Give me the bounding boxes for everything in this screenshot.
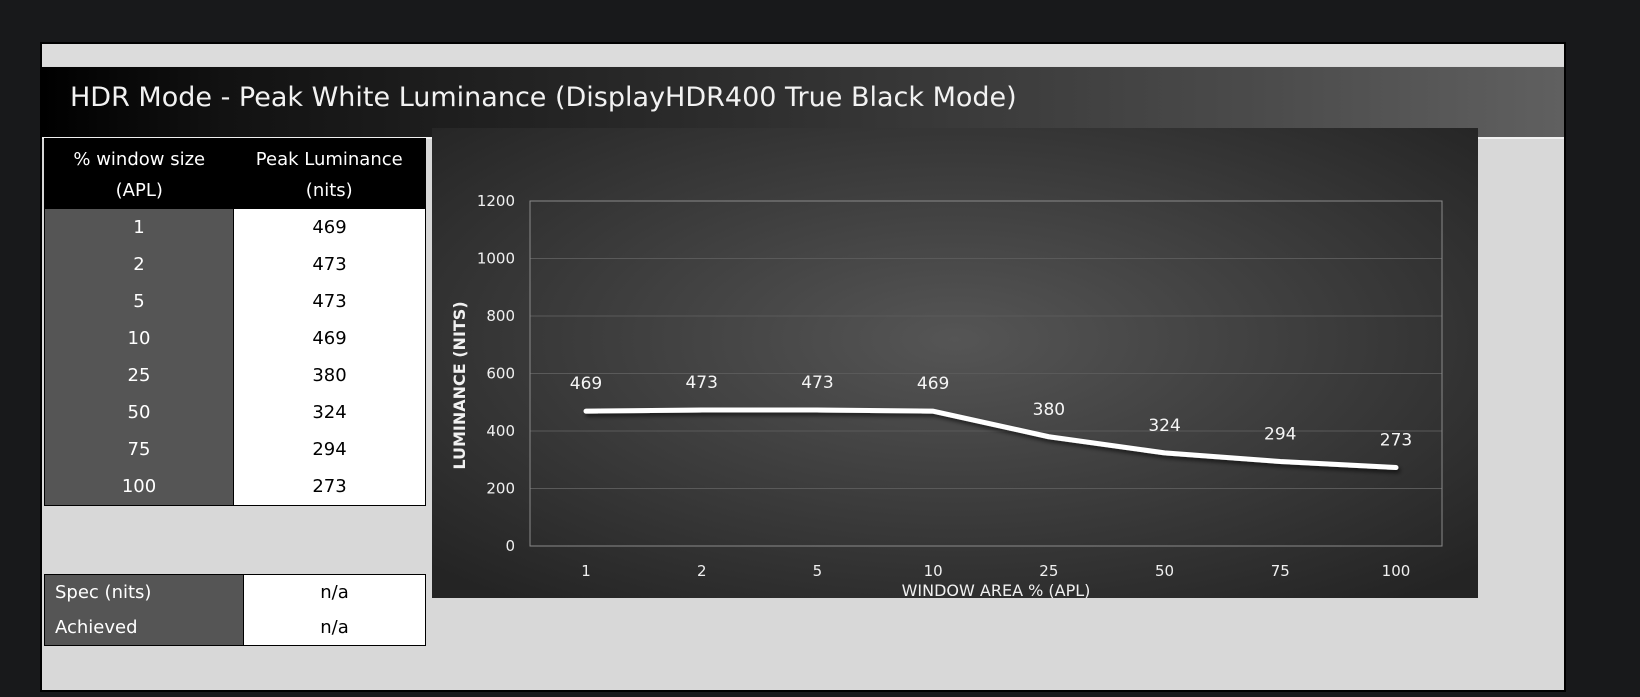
data-label: 473	[801, 373, 833, 393]
data-labels: 469 473 473 469 380 324 294 273	[570, 373, 1412, 451]
y-tick-label: 1200	[477, 192, 515, 210]
peak-luminance-cell: 294	[233, 431, 426, 468]
gridlines	[529, 200, 1443, 547]
data-label: 473	[685, 373, 717, 393]
data-label: 324	[1148, 416, 1180, 436]
x-axis-title: WINDOW AREA % (APL)	[902, 581, 1091, 598]
x-tick-label: 2	[697, 562, 707, 580]
y-tick-label: 600	[486, 365, 515, 383]
peak-luminance-cell: 380	[233, 357, 426, 394]
x-tick-label: 1	[581, 562, 591, 580]
window-size-header-line-2: (APL)	[115, 180, 163, 201]
x-tick-label: 5	[813, 562, 823, 580]
x-tick-label: 75	[1271, 562, 1290, 580]
window-size-cell: 100	[44, 468, 234, 506]
x-tick-label: 25	[1039, 562, 1058, 580]
y-tick-label: 0	[505, 537, 515, 555]
window-size-header-line-1: % window size	[73, 149, 206, 170]
peak-luminance-cell: 469	[233, 320, 426, 357]
x-tick-labels: 1 2 5 10 25 50 75 100	[581, 562, 1410, 580]
window-size-header: % window size (APL)	[44, 138, 234, 209]
table-header-row: % window size (APL) Peak Luminance (nits…	[44, 138, 426, 209]
table-body: 1 469 2 473 5 473 10 469 25 380 50 324 75 294 100 273	[44, 209, 426, 506]
y-axis-title: LUMINANCE (NITS)	[450, 301, 469, 469]
table-row: 50 324	[44, 394, 426, 431]
x-tick-label: 100	[1382, 562, 1411, 580]
peak-luminance-cell: 469	[233, 209, 426, 246]
table-row: 2 473	[44, 246, 426, 283]
peak-luminance-cell: 473	[233, 246, 426, 283]
y-tick-label: 800	[486, 307, 515, 325]
data-label: 380	[1033, 400, 1065, 420]
data-label: 469	[570, 374, 602, 394]
window-size-cell: 10	[44, 320, 234, 357]
achieved-label: Achieved	[44, 610, 244, 646]
x-tick-label: 50	[1155, 562, 1174, 580]
table-row: 75 294	[44, 431, 426, 468]
data-label: 273	[1380, 431, 1412, 451]
table-row: 1 469	[44, 209, 426, 246]
table-row: 5 473	[44, 283, 426, 320]
plot-frame	[529, 200, 1443, 547]
luminance-table: % window size (APL) Peak Luminance (nits…	[44, 138, 426, 506]
peak-luminance-header-line-2: (nits)	[305, 180, 353, 201]
window-size-cell: 50	[44, 394, 234, 431]
window-size-cell: 5	[44, 283, 234, 320]
achieved-row: Achieved n/a	[44, 610, 426, 646]
data-label: 469	[917, 374, 949, 394]
peak-luminance-cell: 473	[233, 283, 426, 320]
spec-table: Spec (nits) n/a Achieved n/a	[44, 574, 426, 646]
spec-row: Spec (nits) n/a	[44, 574, 426, 610]
y-tick-label: 1000	[477, 250, 515, 268]
panel-top-strip	[42, 44, 1564, 66]
window-size-cell: 75	[44, 431, 234, 468]
window-size-cell: 1	[44, 209, 234, 246]
chart-title: HDR Mode - Peak White Luminance (Display…	[70, 82, 1017, 113]
x-tick-label: 10	[924, 562, 943, 580]
achieved-value: n/a	[243, 610, 426, 646]
chart-background	[432, 128, 1478, 598]
series-line	[583, 407, 1399, 471]
table-row: 10 469	[44, 320, 426, 357]
y-tick-label: 200	[486, 480, 515, 498]
y-tick-labels: 0 200 400 600 800 1000 1200	[477, 192, 515, 555]
window-size-cell: 25	[44, 357, 234, 394]
peak-luminance-cell: 324	[233, 394, 426, 431]
peak-luminance-header-line-1: Peak Luminance	[255, 149, 403, 170]
peak-luminance-cell: 273	[233, 468, 426, 506]
peak-luminance-header: Peak Luminance (nits)	[233, 138, 426, 209]
spec-label: Spec (nits)	[44, 574, 244, 610]
table-row: 25 380	[44, 357, 426, 394]
series-layer	[583, 407, 1399, 471]
spec-value: n/a	[243, 574, 426, 610]
line-chart: 0 200 400 600 800 1000 1200 1 2 5 10 25 50 75 100 469…	[432, 128, 1478, 598]
y-tick-label: 400	[486, 422, 515, 440]
window-size-cell: 2	[44, 246, 234, 283]
title-bar: HDR Mode - Peak White Luminance (Display…	[42, 67, 1564, 139]
data-label: 294	[1264, 424, 1296, 444]
table-row: 100 273	[44, 468, 426, 506]
